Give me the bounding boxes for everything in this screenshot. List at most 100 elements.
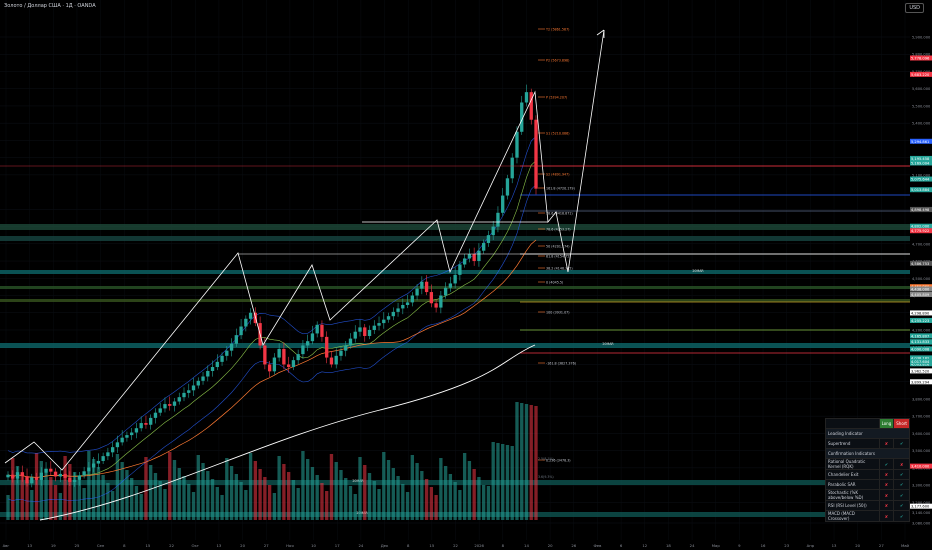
zone-band [0,343,910,348]
candle [515,131,519,158]
candle [486,235,491,243]
currency-button[interactable]: USD [905,3,924,13]
volume-bar [363,465,367,520]
range-label: 20MAR [602,342,614,346]
x-tick-label: 8 [502,543,505,548]
candle [372,325,376,330]
volume-bar [482,485,486,520]
y-axis: 5,900.0005,800.0005,700.0005,600.0005,50… [910,0,932,550]
candle [182,392,186,398]
volume-bar [267,485,272,520]
candle [68,477,72,482]
candle [520,102,524,132]
x-tick-label: 17 [335,543,340,548]
volume-bar [215,487,219,520]
indicator-name: Chandelier Exit [825,469,880,480]
x-tick-label: 23 [784,543,789,548]
indicator-name: Supertrend [825,438,880,449]
candle [87,467,91,472]
chart-title: Золото / Доллар США · 1Д · OANDA [4,3,96,9]
candle [377,323,381,326]
candle [168,404,172,406]
candle [429,292,434,304]
candle [115,442,120,448]
candle [286,364,291,368]
volume-bar [30,490,34,520]
price-label: 4,405.809 [911,293,930,297]
price-label: 4,898.498 [911,208,930,212]
volume-bar [315,475,319,520]
table-row: Supertrend ✘ ✔ [825,438,910,449]
x-tick-label: 8 [123,543,126,548]
long-status-icon: ✘ [878,479,895,490]
candle [220,355,224,362]
fib-label: 50 (4201.174) [546,245,570,249]
volume-bar [187,484,191,520]
volume-bar [505,445,510,520]
price-tag [910,71,932,77]
candle [239,326,243,336]
volume-bar [196,455,200,520]
y-tick-label: 5,800.000 [912,53,931,57]
volume-bar [286,472,291,520]
candle [244,318,248,327]
volume-bar [491,442,495,520]
volume-bar [386,460,391,520]
volume-bar [101,475,105,520]
candle [524,92,529,103]
volume-bar [72,472,77,520]
y-tick-label: 3,500.000 [912,449,931,453]
price-tag [910,286,932,292]
candle [382,319,386,324]
y-tick-label: 5,600.000 [912,87,931,91]
indicator-name: Rational Quadratic Kernel (RQK) [825,458,880,470]
volume-bar [405,492,410,520]
candle [263,345,267,365]
y-tick-label: 5,900.000 [912,36,931,40]
candle [401,304,405,309]
volume-bar [87,451,91,520]
candle [72,479,77,482]
price-tag [910,310,932,316]
x-tick-label: 12 [642,543,647,548]
y-tick-label: 3,600.000 [912,432,931,436]
volume-bar [420,471,424,520]
x-tick-label: 22 [453,543,458,548]
ma-line [7,160,537,478]
volume-bar [258,469,262,520]
long-ma-line [39,344,536,521]
long-status-icon: ✘ [878,469,895,480]
fib-label: 0.236 (3478.3) [546,459,571,463]
candle [529,92,533,120]
x-tick-label: Мар [712,543,721,548]
candle [82,471,86,476]
candle [491,226,495,236]
candle [410,295,414,303]
candle [482,242,486,251]
volume-bar [6,495,10,520]
candles [6,84,538,488]
price-label: 4,586.753 [911,262,929,266]
short-status-icon: ✘ [893,458,910,470]
volume-bar [130,478,134,520]
candle [177,397,181,402]
y-tick-label: 3,200.000 [912,501,931,505]
volume-bar [20,474,24,520]
candle [448,283,453,288]
candle [215,361,219,368]
y-tick-label: 4,500.000 [912,277,931,281]
volume-bar [372,481,376,520]
candle [501,195,505,213]
volume-bar [225,458,229,520]
x-axis: Авг 13 19 25 Сен 8 15 22 Окт 13 20 27 Ноя 10 17 24 Дек 8 1… [3,543,910,548]
indicator-name: Parabolic SAR [825,479,880,490]
volume-bar [529,405,533,520]
price-tag [910,463,932,469]
candle [405,302,410,305]
fib-label: 78.6 (4253.27) [546,228,571,232]
price-tag [910,292,932,298]
x-tick-label: 26 [571,543,576,548]
candle [386,316,391,320]
volume-bar [144,457,148,520]
